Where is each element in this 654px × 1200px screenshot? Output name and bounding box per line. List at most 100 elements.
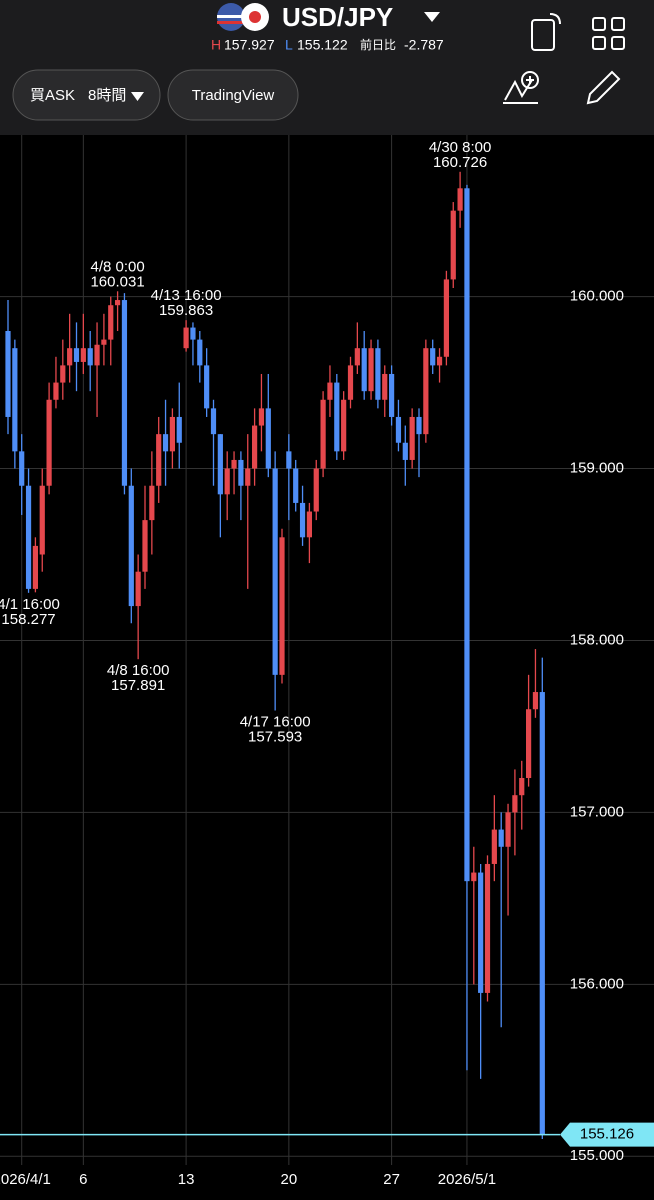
interval-dropdown bbox=[131, 92, 144, 101]
candle-body bbox=[423, 348, 429, 435]
candle-body bbox=[327, 382, 333, 400]
annotation-value: 157.593 bbox=[248, 728, 302, 745]
candle-body bbox=[60, 365, 66, 383]
last-price-tag bbox=[560, 1122, 654, 1147]
candle-body bbox=[389, 373, 395, 417]
annotation-label: 4/8 0:00 bbox=[90, 258, 144, 275]
candle-body bbox=[121, 300, 128, 486]
candle-body bbox=[306, 511, 312, 538]
candle-body bbox=[382, 373, 388, 400]
candle-body bbox=[32, 545, 38, 589]
candle-body bbox=[436, 356, 443, 366]
tradingview-button[interactable] bbox=[167, 69, 299, 121]
annotation-label: 4/13 16:00 bbox=[151, 287, 222, 304]
low-marker: L bbox=[285, 37, 293, 53]
change-label: 前日比 bbox=[360, 37, 396, 52]
interval-button[interactable] bbox=[12, 69, 161, 121]
candle-body bbox=[313, 468, 319, 512]
candle-body bbox=[94, 344, 100, 366]
candle-body bbox=[354, 348, 360, 366]
rotate-button[interactable] bbox=[531, 13, 561, 51]
candle-body bbox=[183, 327, 189, 349]
candle-body bbox=[25, 485, 32, 589]
pair-dropdown[interactable] bbox=[424, 12, 440, 22]
drawing-tool-button[interactable] bbox=[503, 71, 539, 104]
candle-body bbox=[341, 399, 347, 452]
y-tick-label: 157.000 bbox=[570, 803, 624, 820]
candle-body bbox=[210, 408, 217, 435]
candle-body bbox=[128, 485, 134, 607]
candle-body bbox=[512, 795, 518, 813]
candle-body bbox=[149, 485, 155, 521]
y-tick-label: 155.000 bbox=[570, 1147, 624, 1164]
candle-body bbox=[135, 571, 141, 607]
candle-body bbox=[265, 408, 271, 469]
chart-bg bbox=[0, 135, 654, 1200]
candle-body bbox=[5, 330, 11, 417]
candle-body bbox=[299, 502, 306, 538]
candle-body bbox=[169, 416, 175, 452]
candle-body bbox=[258, 408, 265, 426]
candle-body bbox=[176, 416, 182, 443]
last-price-label: 155.126 bbox=[580, 1126, 634, 1143]
candle-body bbox=[526, 709, 532, 779]
candle-body bbox=[471, 872, 477, 882]
candle-body bbox=[320, 399, 326, 469]
candle-body bbox=[361, 348, 367, 392]
annotation-value: 159.863 bbox=[159, 302, 213, 319]
annotation-label: 4/8 16:00 bbox=[107, 662, 170, 679]
interval: 8時間 bbox=[88, 87, 126, 104]
candle-body bbox=[484, 863, 491, 993]
y-tick-label: 160.000 bbox=[570, 288, 624, 305]
change-value: -2.787 bbox=[404, 37, 444, 53]
annotation-label: 4/17 16:00 bbox=[240, 713, 311, 730]
annotation-value: 157.891 bbox=[111, 677, 165, 694]
candle-body bbox=[450, 210, 456, 280]
x-tick-label: 6 bbox=[79, 1171, 87, 1188]
candle-body bbox=[347, 365, 354, 400]
x-tick-label: 27 bbox=[383, 1171, 400, 1188]
x-tick-label: 2026/5/1 bbox=[438, 1171, 496, 1188]
candle-body bbox=[505, 812, 511, 847]
candle-body bbox=[156, 434, 162, 486]
candle-body bbox=[162, 434, 169, 452]
candle-body bbox=[67, 348, 73, 366]
candle-body bbox=[286, 451, 292, 469]
y-tick-label: 159.000 bbox=[570, 460, 624, 477]
candle-body bbox=[457, 188, 463, 211]
x-tick-label: 2026/4/1 bbox=[0, 1171, 51, 1188]
candle-body bbox=[375, 348, 381, 400]
annotation-label: 4/1 16:00 bbox=[0, 596, 60, 613]
x-tick-label: 13 bbox=[178, 1171, 195, 1188]
currency-flags bbox=[217, 3, 269, 31]
candle-body bbox=[224, 468, 230, 495]
candle-body bbox=[491, 829, 497, 864]
y-tick-label: 158.000 bbox=[570, 631, 624, 648]
candle-body bbox=[443, 279, 449, 357]
candle-body bbox=[430, 348, 436, 366]
candle-body bbox=[368, 348, 374, 392]
candle-body bbox=[519, 778, 525, 796]
candle-body bbox=[539, 692, 545, 1135]
layout-button[interactable] bbox=[592, 17, 625, 50]
candle-body bbox=[53, 382, 59, 400]
pair-title[interactable]: USD/JPY bbox=[282, 2, 393, 32]
annotation-value: 160.031 bbox=[90, 273, 144, 290]
annotation-label: 4/30 8:00 bbox=[429, 139, 492, 156]
candle-body bbox=[204, 365, 210, 409]
candle-body bbox=[464, 188, 470, 882]
candle-body bbox=[190, 327, 196, 340]
candle-body bbox=[245, 468, 251, 486]
candle-body bbox=[293, 468, 299, 503]
pencil-button[interactable] bbox=[586, 70, 621, 105]
candle-body bbox=[279, 537, 285, 675]
candle-body bbox=[231, 459, 237, 469]
plot-area: 155.000 156.000 157.000 158.000 159.000 160.0… bbox=[0, 135, 654, 1188]
high-value: 157.927 bbox=[224, 37, 275, 53]
candle-body bbox=[12, 348, 18, 452]
candle-body bbox=[402, 442, 408, 460]
candle-body bbox=[197, 339, 203, 366]
candle-body bbox=[272, 468, 278, 675]
y-tick-label: 156.000 bbox=[570, 975, 624, 992]
